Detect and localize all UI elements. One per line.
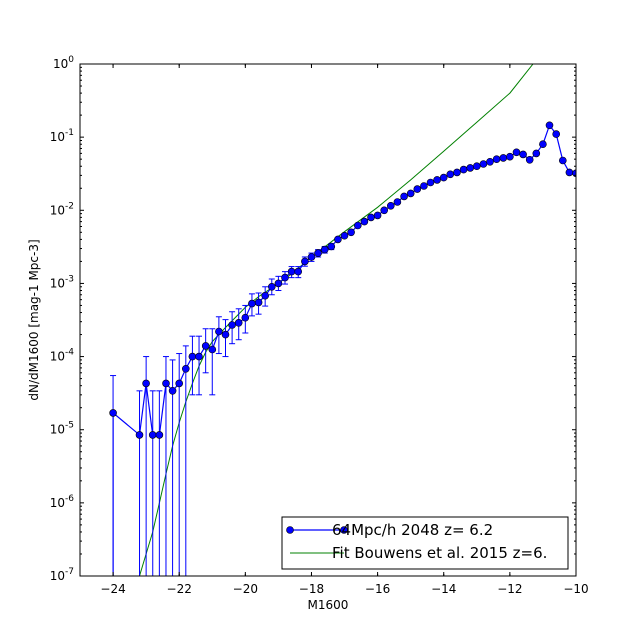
sim-point xyxy=(261,291,270,300)
sim-point xyxy=(221,330,230,339)
sim-point xyxy=(446,170,455,179)
legend: 64Mpc/h 2048 z= 6.2 Fit Bouwens et al. 2… xyxy=(281,516,569,570)
x-tick-label: −24 xyxy=(100,582,125,596)
plot-frame xyxy=(79,63,577,577)
y-tick-label: 10-3 xyxy=(50,274,74,290)
sim-point xyxy=(208,345,217,354)
y-axis-label: dN/dM1600 [mag-1 Mpc-3] xyxy=(27,239,41,400)
sim-point xyxy=(267,282,276,291)
sim-point xyxy=(155,431,164,439)
sim-point xyxy=(294,267,303,276)
sim-point xyxy=(545,121,554,130)
sim-point xyxy=(558,156,567,165)
sim-point xyxy=(539,140,547,148)
sim-point xyxy=(519,150,527,159)
y-tick-label: 100 xyxy=(53,55,74,71)
sim-point xyxy=(413,185,422,193)
sim-point xyxy=(234,318,243,327)
fit-line xyxy=(139,64,534,576)
sim-point xyxy=(426,178,435,187)
sim-point xyxy=(353,221,362,230)
sim-point xyxy=(486,158,494,166)
sim-point xyxy=(439,173,448,182)
sim-point xyxy=(274,279,283,288)
sim-point xyxy=(420,182,428,190)
sim-point xyxy=(135,431,144,439)
sim-point xyxy=(400,192,408,201)
sim-point xyxy=(162,379,170,388)
y-tick-label: 10-2 xyxy=(50,201,74,217)
sim-point xyxy=(565,168,574,177)
x-tick-label: −20 xyxy=(233,582,258,596)
sim-point xyxy=(201,342,210,350)
x-axis-label: M1600 xyxy=(308,598,349,612)
y-tick-label: 10-4 xyxy=(50,348,75,364)
sim-point xyxy=(287,267,296,276)
sim-point xyxy=(241,313,250,322)
sim-point xyxy=(492,155,501,163)
sim-point xyxy=(459,165,468,174)
sim-point xyxy=(314,249,322,257)
sim-point xyxy=(499,154,508,162)
sim-point xyxy=(148,431,157,439)
sim-point xyxy=(320,245,329,254)
sim-point xyxy=(525,156,534,164)
legend-sim-label: 64Mpc/h 2048 z= 6.2 xyxy=(332,521,493,539)
x-tick-label: −18 xyxy=(299,582,324,596)
sim-point xyxy=(109,409,117,417)
y-tick-label: 10-6 xyxy=(50,494,75,510)
sim-point xyxy=(373,211,382,220)
sim-point xyxy=(433,176,441,184)
sim-point xyxy=(380,206,389,215)
sim-point xyxy=(347,228,355,237)
sim-point xyxy=(552,130,561,138)
plot-area: −24 −22 −20 −18 −16 −14 −12 −10 10-7 10-6 10-5 10-4… xyxy=(50,55,589,596)
sim-point xyxy=(195,352,203,361)
sim-point xyxy=(188,352,197,361)
x-tick-label: −12 xyxy=(497,582,522,596)
x-tick-label: −22 xyxy=(167,582,192,596)
sim-point xyxy=(142,379,150,388)
sim-point xyxy=(360,217,369,226)
sim-point xyxy=(506,152,514,161)
sim-point xyxy=(393,198,402,206)
sim-point xyxy=(479,160,488,168)
sim-point xyxy=(386,202,395,210)
sim-point xyxy=(453,168,461,177)
y-tick-label: 10-5 xyxy=(50,421,74,437)
sim-point xyxy=(182,364,190,373)
x-tick-label: −16 xyxy=(365,582,390,596)
sim-point xyxy=(466,164,475,172)
sim-point xyxy=(307,253,316,261)
sim-point xyxy=(472,162,481,170)
sim-point xyxy=(175,379,183,388)
y-tick-label: 10-7 xyxy=(50,567,74,583)
sim-point xyxy=(340,231,349,240)
legend-fit-label: Fit Bouwens et al. 2015 z=6. xyxy=(332,544,547,562)
sim-point xyxy=(512,148,521,157)
sim-point xyxy=(367,213,375,222)
x-tick-label: −14 xyxy=(431,582,456,596)
sim-point xyxy=(301,257,309,266)
sim-line xyxy=(112,124,576,576)
sim-point xyxy=(168,386,177,395)
sim-point xyxy=(406,189,415,198)
sim-point xyxy=(215,327,223,336)
y-tick-label: 10-1 xyxy=(50,128,74,144)
sim-point xyxy=(254,298,263,307)
sim-point xyxy=(281,273,289,282)
legend-sim-marker-right xyxy=(340,526,348,534)
sim-point xyxy=(334,235,342,244)
x-tick-label: −10 xyxy=(563,582,588,596)
sim-point xyxy=(327,242,336,251)
sim-point xyxy=(532,149,541,158)
sim-point xyxy=(228,321,236,329)
legend-sim-marker-left xyxy=(286,526,294,534)
sim-point xyxy=(248,299,256,308)
legend-box xyxy=(281,516,569,570)
